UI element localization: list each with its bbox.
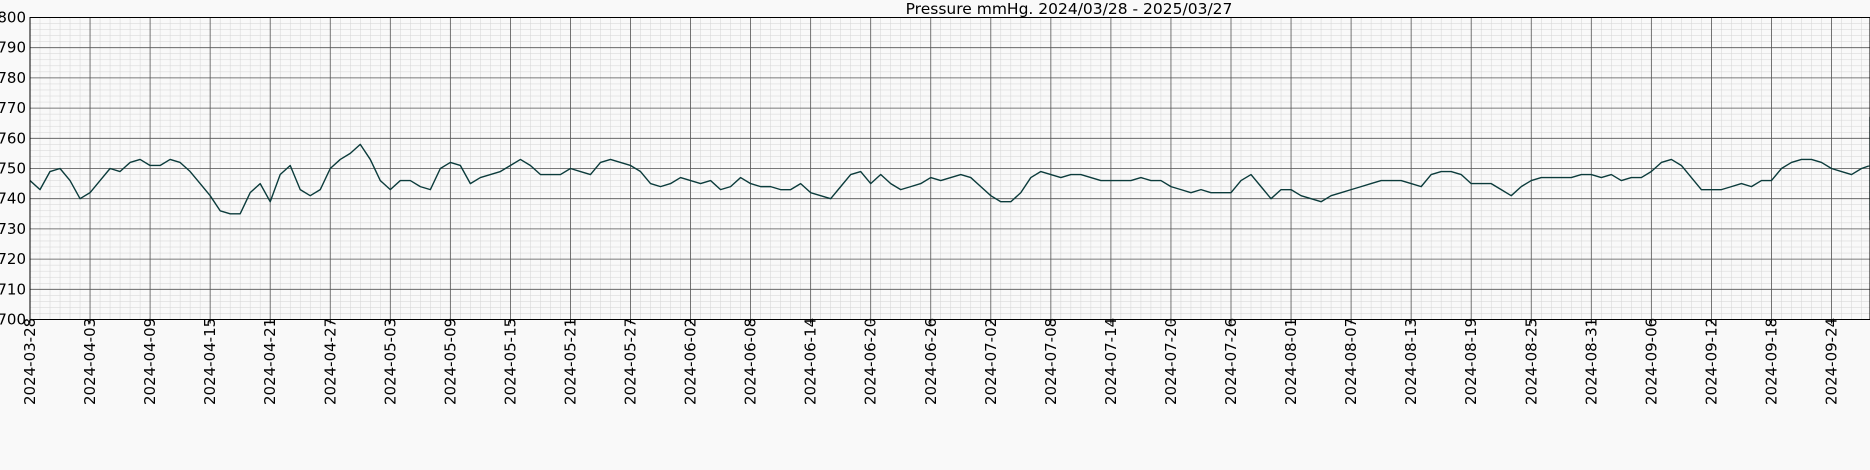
x-tick-label: 2024-09-12 [1702,318,1720,405]
y-tick-label: 770 [0,99,26,117]
chart-title: Pressure mmHg. 2024/03/28 - 2025/03/27 [906,0,1233,18]
y-tick-label: 750 [0,160,26,178]
x-tick-label: 2024-08-13 [1402,318,1420,405]
x-tick-label: 2024-08-19 [1462,318,1480,405]
x-tick-label: 2024-05-09 [441,318,459,405]
y-tick-label: 800 [0,9,26,27]
x-tick-label: 2024-03-28 [21,318,39,405]
y-tick-label: 780 [0,69,26,87]
x-tick-label: 2024-08-25 [1522,318,1540,405]
x-tick-label: 2024-05-03 [381,318,399,405]
x-tick-label: 2024-07-08 [1042,318,1060,405]
y-tick-label: 730 [0,220,26,238]
x-tick-label: 2024-04-27 [321,318,339,405]
x-tick-label: 2024-06-26 [922,318,940,405]
x-tick-label: 2024-08-07 [1342,318,1360,405]
grid [29,17,1870,320]
x-tick-label: 2024-08-01 [1282,318,1300,405]
x-tick-label: 2024-05-27 [622,318,640,405]
x-tick-label: 2024-06-08 [742,318,760,405]
plot-frame [29,17,1870,320]
y-tick-label: 740 [0,190,26,208]
x-tick-label: 2024-05-21 [561,318,579,405]
x-tick-label: 2024-04-03 [81,318,99,405]
y-tick-label: 710 [0,280,26,298]
x-tick-label: 2024-09-24 [1823,318,1841,405]
x-tick-label: 2024-04-21 [261,318,279,405]
x-axis: 2024-03-28 2024-04-03 2024-04-09 2024-04-15… [21,318,1841,405]
x-tick-label: 2024-07-14 [1102,318,1120,405]
x-tick-label: 2024-08-31 [1582,318,1600,405]
x-tick-label: 2024-04-15 [201,318,219,405]
x-tick-label: 2024-09-06 [1642,318,1660,405]
y-tick-label: 700 [0,311,26,329]
pressure-series-line [29,116,1870,221]
x-tick-label: 2024-04-09 [141,318,159,405]
x-tick-label: 2024-07-20 [1162,318,1180,405]
x-tick-label: 2024-07-02 [982,318,1000,405]
x-tick-label: 2024-06-20 [862,318,880,405]
x-tick-label: 2024-07-26 [1222,318,1240,405]
y-axis: 700 710 720 730 740 750 760 770 780 790 800 [0,9,26,329]
y-tick-label: 720 [0,250,26,268]
x-tick-label: 2024-05-15 [501,318,519,405]
x-tick-label: 2024-06-14 [802,318,820,405]
y-tick-label: 760 [0,129,26,147]
x-tick-label: 2024-06-02 [682,318,700,405]
x-tick-label: 2024-09-18 [1762,318,1780,405]
y-tick-label: 790 [0,39,26,57]
